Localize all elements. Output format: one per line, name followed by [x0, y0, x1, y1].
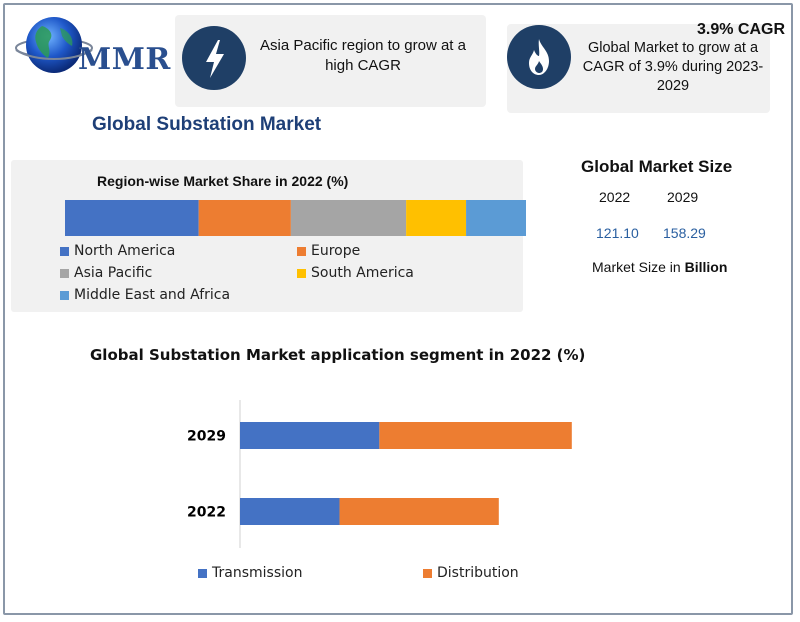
cagr-card-text: Global Market to grow at a CAGR of 3.9% … — [582, 40, 764, 94]
legend-swatch — [60, 268, 69, 278]
infographic-frame — [3, 3, 793, 615]
bar-segment-asia-pacific — [290, 200, 407, 236]
bar-segment-north-america — [65, 200, 199, 236]
bar-distribution-2022 — [339, 498, 499, 525]
y-tick-label-2029: 2029 — [187, 429, 226, 445]
mmr-logo: MMR — [14, 12, 170, 84]
market-size-unit: Market Size in Billion — [592, 259, 727, 275]
bar-segment-south-america — [406, 200, 467, 236]
legend-label: Middle East and Africa — [74, 287, 231, 303]
market-size-value-2022: 121.10 — [596, 225, 639, 241]
unit-prefix: Market Size in — [592, 259, 685, 275]
market-size-title: Global Market Size — [581, 157, 733, 176]
market-size-value-2029: 158.29 — [663, 225, 706, 241]
bar-segment-middle-east-and-africa — [466, 200, 526, 236]
legend-south-america: South America — [297, 265, 414, 281]
logo-text: MMR — [78, 42, 171, 77]
bar-segment-europe — [198, 200, 291, 236]
legend-swatch — [60, 290, 69, 300]
legend-swatch — [423, 568, 432, 578]
asia-card-text: Asia Pacific region to grow at a high CA… — [260, 37, 466, 74]
legend-label: Distribution — [437, 565, 519, 581]
legend-distribution: Distribution — [423, 565, 519, 581]
legend-label: Europe — [311, 243, 361, 259]
bar-transmission-2022 — [240, 498, 340, 525]
legend-label: South America — [311, 265, 414, 281]
legend-asia-pacific: Asia Pacific — [60, 265, 152, 281]
unit-bold: Billion — [684, 259, 728, 275]
y-tick-label-2022: 2022 — [187, 505, 226, 521]
legend-middle-east-africa: Middle East and Africa — [60, 287, 230, 303]
legend-label: Transmission — [212, 565, 303, 581]
legend-swatch — [297, 246, 306, 256]
legend-transmission: Transmission — [198, 565, 302, 581]
bar-distribution-2029 — [379, 422, 572, 449]
legend-swatch — [198, 568, 207, 578]
legend-europe: Europe — [297, 243, 360, 259]
application-chart-title: Global Substation Market application seg… — [90, 346, 586, 364]
bar-transmission-2029 — [240, 422, 380, 449]
flame-icon — [507, 25, 571, 89]
legend-label: Asia Pacific — [74, 265, 153, 281]
legend-swatch — [60, 246, 69, 256]
region-chart-title: Region-wise Market Share in 2022 (%) — [97, 173, 349, 189]
cagr-title: 3.9% CAGR — [697, 21, 786, 38]
page-title: Global Substation Market — [92, 114, 322, 135]
globe-icon — [15, 17, 93, 73]
legend-north-america: North America — [60, 243, 175, 259]
market-size-year-2022: 2022 — [599, 189, 631, 205]
legend-label: North America — [74, 243, 176, 259]
legend-swatch — [297, 268, 306, 278]
lightning-icon — [182, 26, 246, 90]
market-size-year-2029: 2029 — [667, 189, 699, 205]
